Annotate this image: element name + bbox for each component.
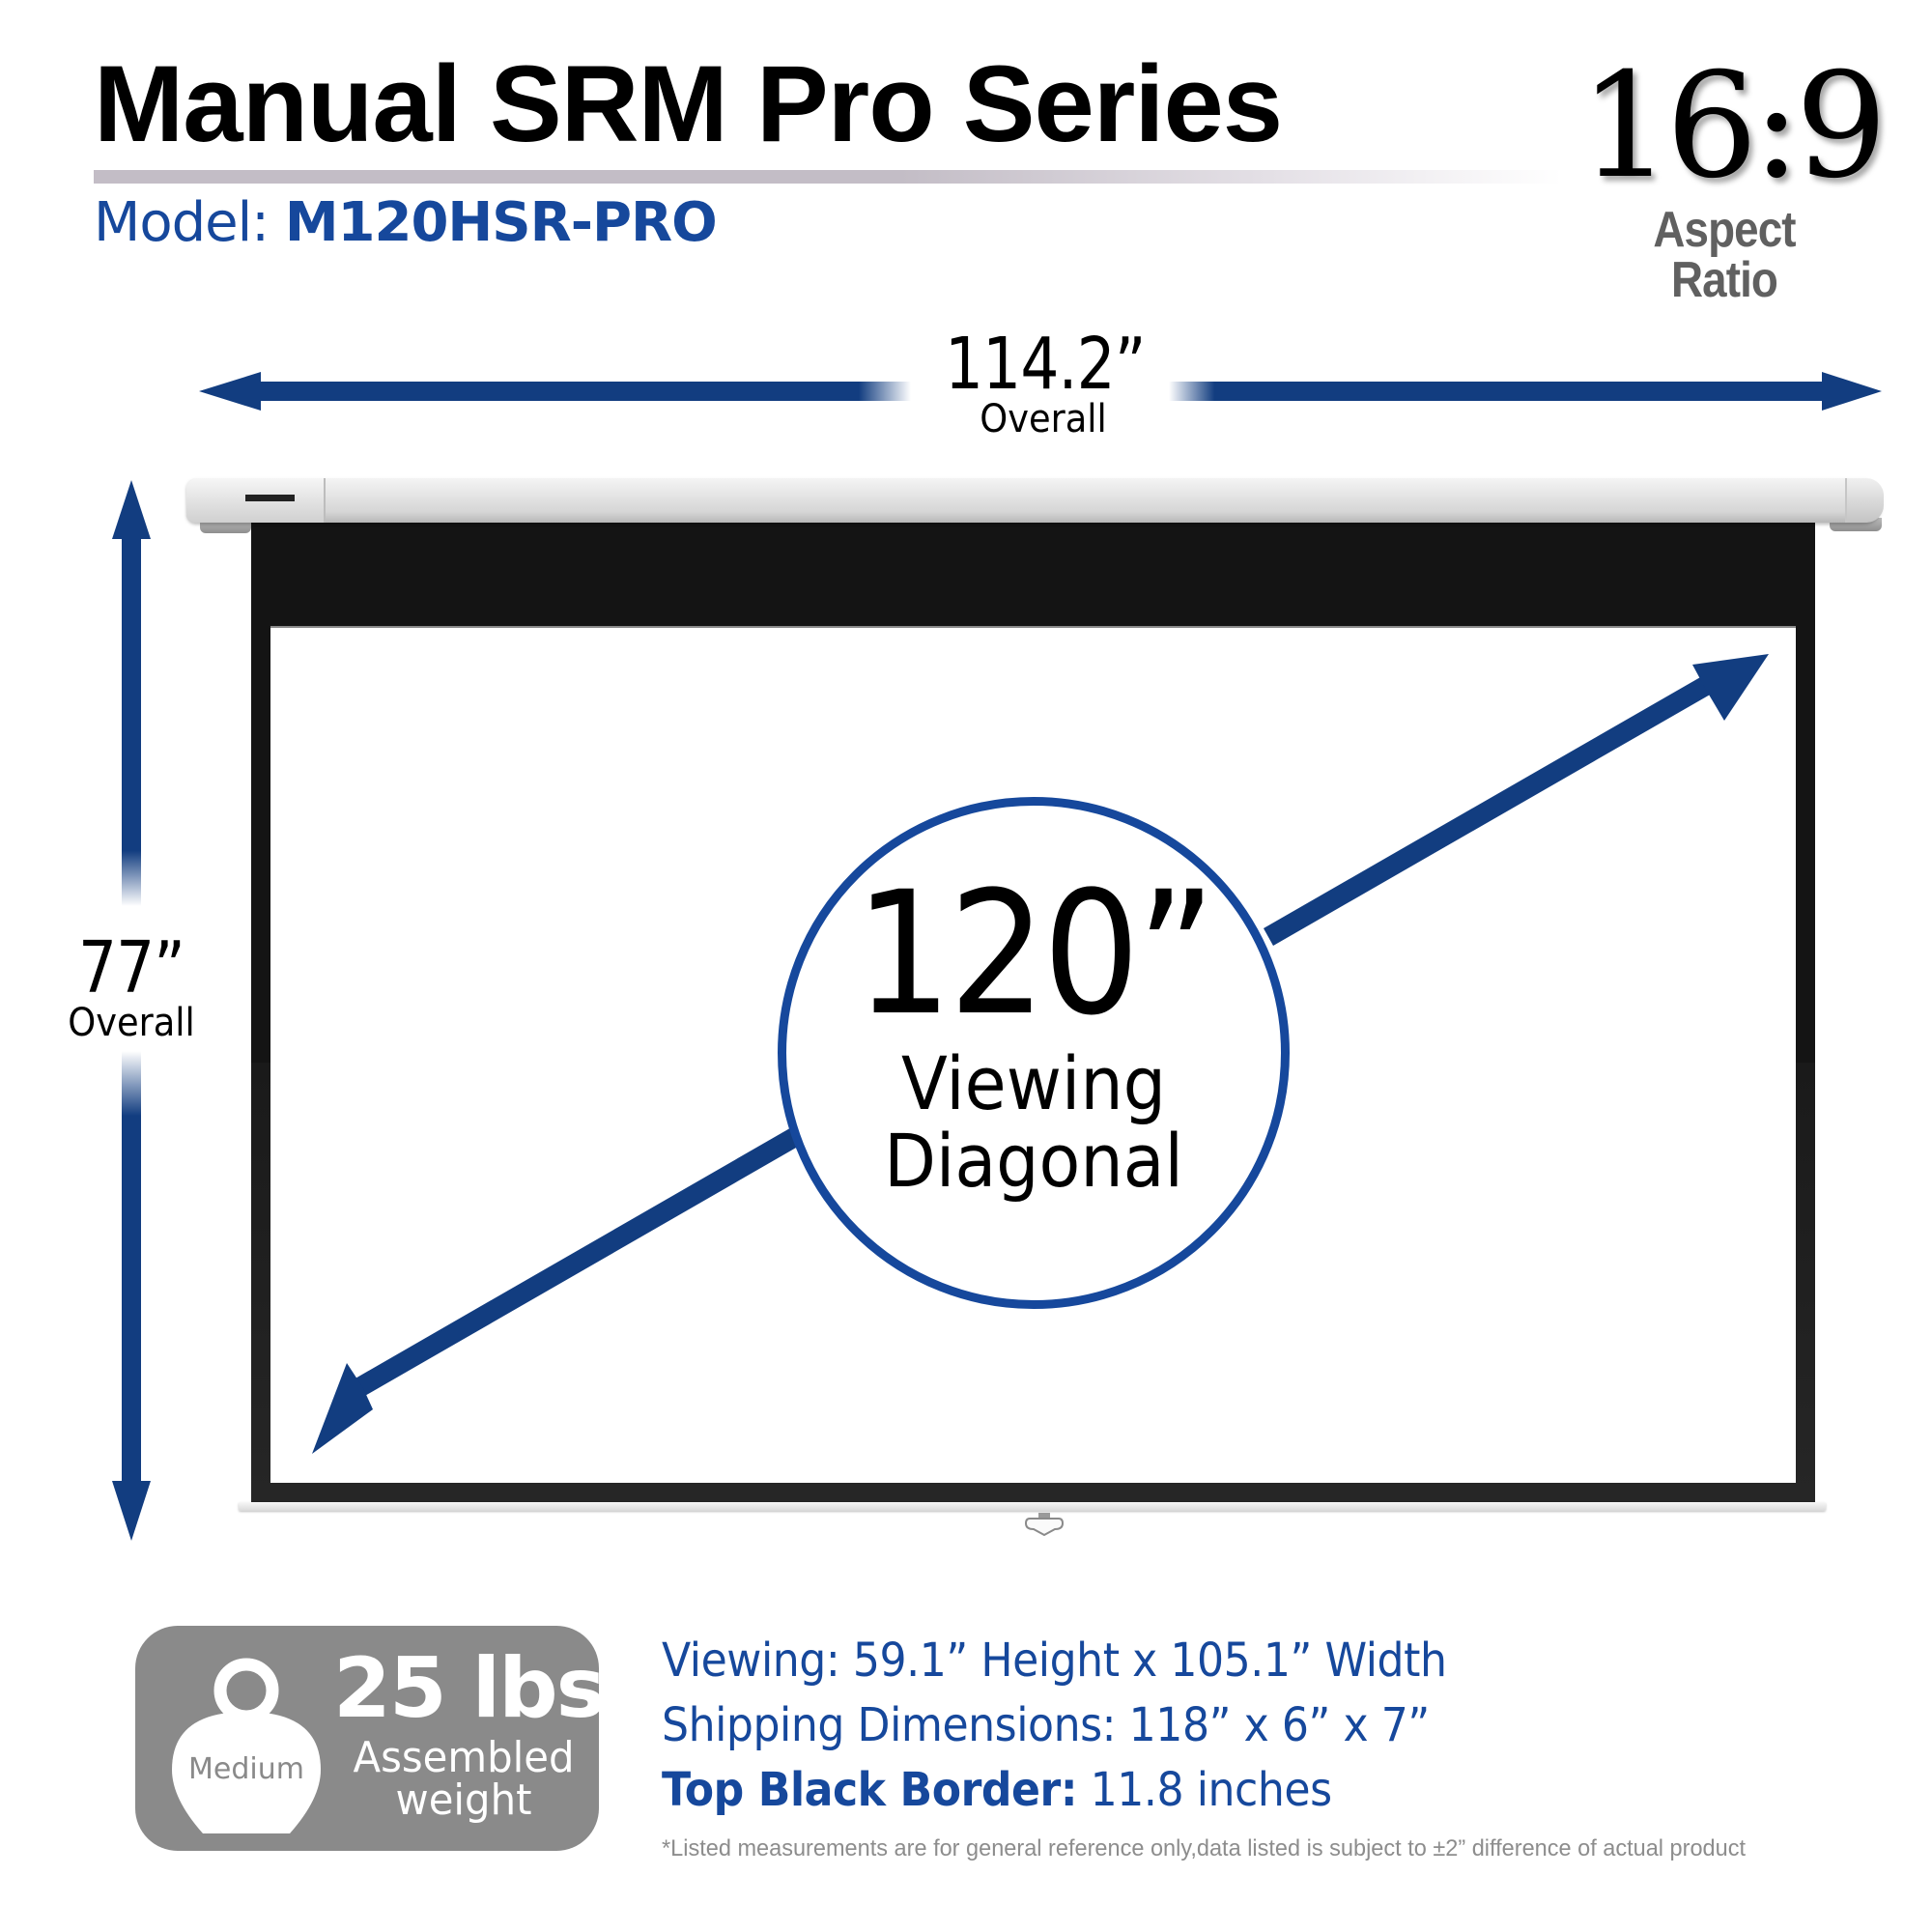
- overall-width-caption: Overall: [980, 397, 1107, 441]
- model-line: Model: M120HSR-PRO: [94, 196, 718, 250]
- screen-housing-case: [186, 478, 1882, 523]
- overall-width-label: 114.2” Overall: [927, 328, 1159, 439]
- spec-top-black-border: Top Black Border: 11.8 inches: [662, 1767, 1332, 1813]
- title-underline-divider: [94, 170, 1562, 184]
- product-series-title: Manual SRM Pro Series: [94, 43, 1283, 164]
- spec-value: 118” x 6” x 7”: [1116, 1698, 1431, 1752]
- housing-end-cap-right: [1845, 478, 1884, 523]
- aspect-ratio-label: Aspect Ratio: [1653, 202, 1796, 308]
- aspect-ratio-badge: 16:9 Aspect Ratio: [1579, 43, 1888, 308]
- diagonal-callout-circle: [778, 797, 1290, 1309]
- spec-label: Shipping Dimensions:: [662, 1698, 1117, 1752]
- overall-height-caption: Overall: [68, 1001, 195, 1045]
- weight-caption-line1: Assembled: [353, 1733, 575, 1782]
- spec-value: 59.1” Height x 105.1” Width: [839, 1634, 1447, 1688]
- spec-viewing-size: Viewing: 59.1” Height x 105.1” Width: [662, 1637, 1447, 1684]
- spec-label: Viewing:: [662, 1634, 840, 1688]
- weight-value: 25 lbs.: [333, 1640, 636, 1737]
- overall-width-arrow: [199, 372, 1882, 411]
- spec-value: 11.8 inches: [1077, 1763, 1332, 1817]
- model-number: M120HSR-PRO: [284, 191, 718, 254]
- model-prefix: Model:: [94, 191, 285, 254]
- diagonal-callout-text: 120” Viewing Diagonal: [778, 869, 1290, 1200]
- weight-caption-line2: weight: [395, 1776, 532, 1825]
- overall-height-label: 77” Overall: [35, 932, 228, 1042]
- weight-caption: Assembled weight: [335, 1737, 592, 1822]
- spec-shipping-dimensions: Shipping Dimensions: 118” x 6” x 7”: [662, 1702, 1430, 1748]
- diagonal-value: 120”: [854, 855, 1216, 1053]
- pull-handle-icon: [1024, 1513, 1065, 1536]
- housing-bracket-left: [200, 520, 251, 533]
- viewing-diagonal-arrow: [312, 654, 1769, 1454]
- brand-logo-plate: [245, 495, 295, 501]
- aspect-ratio-value: 16:9: [1579, 43, 1888, 211]
- overall-height-arrow: [112, 480, 151, 1541]
- measurement-disclaimer: *Listed measurements are for general ref…: [662, 1835, 1747, 1861]
- screen-bottom-weight-bar: [239, 1502, 1826, 1511]
- kettlebell-weight-icon: [172, 1658, 321, 1833]
- overall-width-value: 114.2”: [945, 323, 1146, 406]
- weight-class-label: Medium: [188, 1752, 304, 1786]
- overall-height-value: 77”: [77, 926, 185, 1009]
- diagonal-caption-line1: Viewing: [900, 1040, 1167, 1126]
- diagonal-caption-line2: Diagonal: [884, 1117, 1183, 1204]
- spec-label: Top Black Border:: [662, 1763, 1078, 1817]
